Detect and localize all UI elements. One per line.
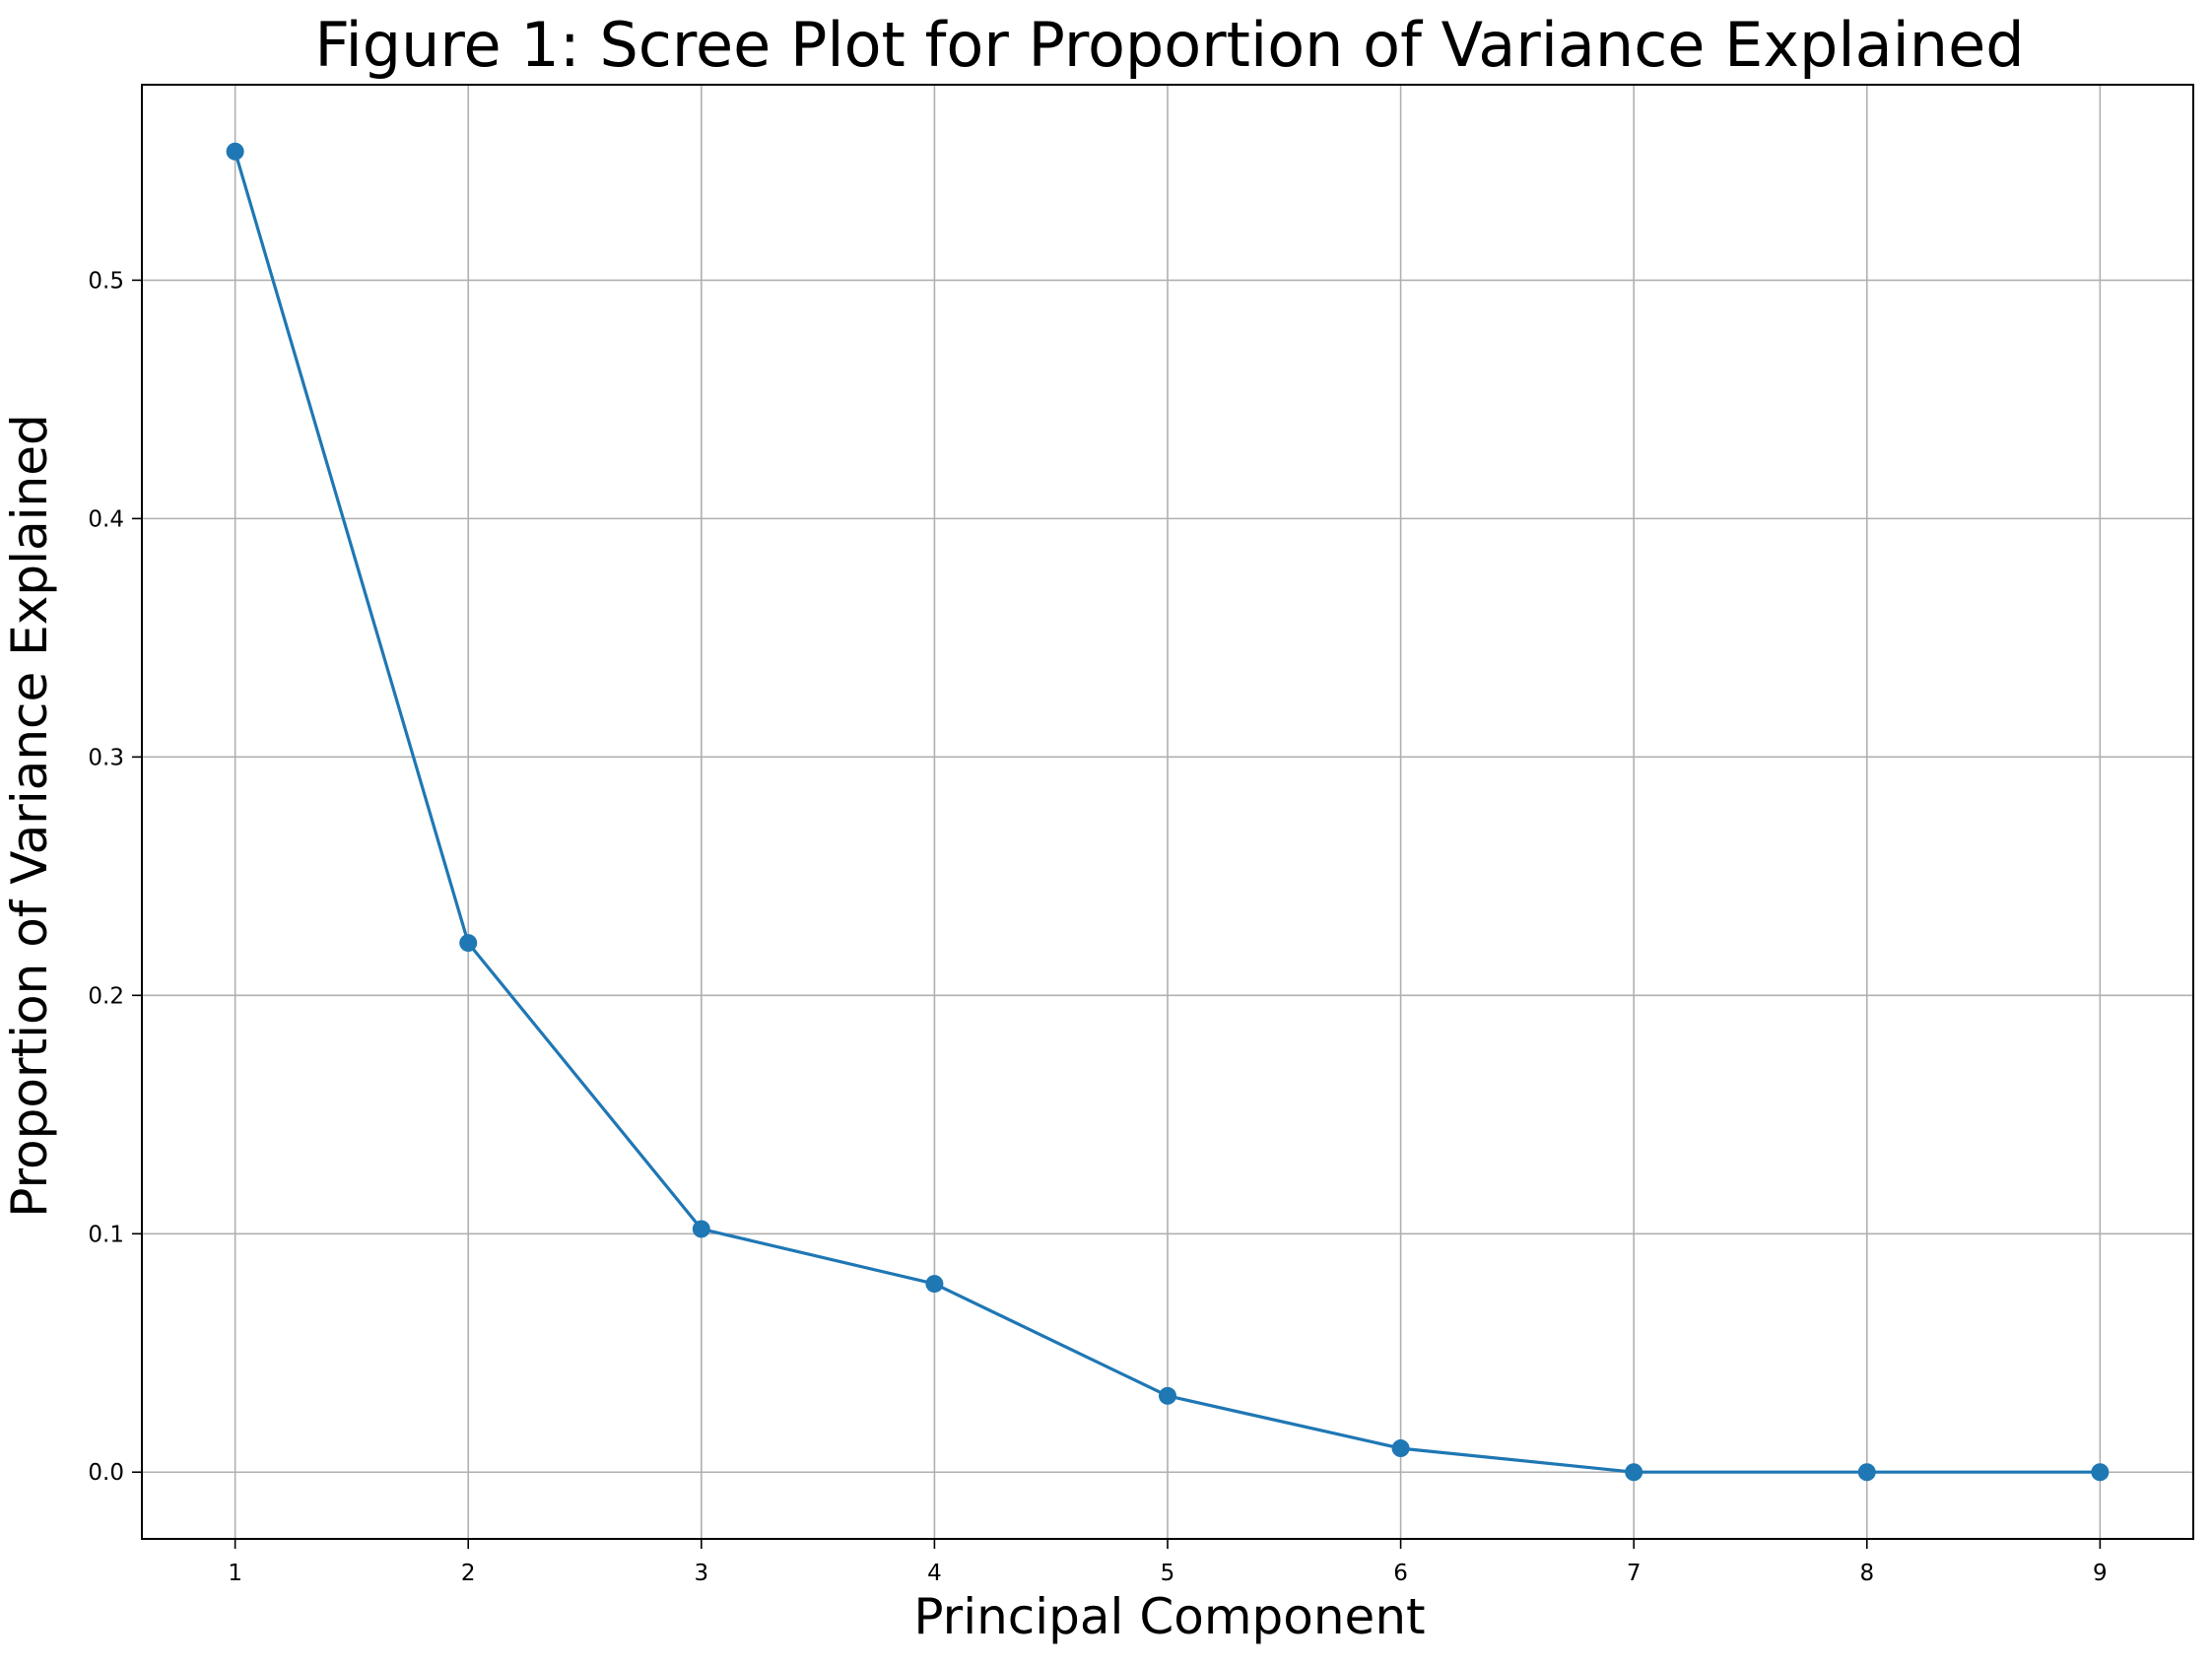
x-tick-label: 9 [2093, 1561, 2108, 1586]
grid-layer [142, 85, 2193, 1539]
data-point [226, 142, 244, 161]
chart-title: Figure 1: Scree Plot for Proportion of V… [314, 9, 2024, 81]
y-tick-label: 0.0 [88, 1460, 124, 1486]
x-tick-label: 3 [694, 1561, 708, 1586]
point-layer [226, 142, 2110, 1482]
x-axis-label: Principal Component [913, 1588, 1425, 1645]
data-point [459, 934, 478, 953]
x-tick-label: 8 [1859, 1561, 1874, 1586]
x-tick-label: 4 [927, 1561, 942, 1586]
data-point [2091, 1463, 2110, 1482]
y-tick-label: 0.4 [88, 506, 124, 532]
y-tick-label: 0.2 [88, 983, 124, 1009]
x-tick-label: 1 [228, 1561, 242, 1586]
data-point [1857, 1463, 1876, 1482]
x-tick-label: 2 [461, 1561, 476, 1586]
y-tick-label: 0.3 [88, 745, 124, 770]
data-point [1391, 1439, 1410, 1458]
x-tick-label: 6 [1393, 1561, 1408, 1586]
x-tick-label: 5 [1161, 1561, 1175, 1586]
data-point [925, 1275, 944, 1294]
tick-layer: 1 2 3 4 5 6 7 8 9 0.0 0.1 0.2 0.3 0.4 0.5 [88, 268, 2107, 1586]
y-tick-label: 0.5 [88, 268, 124, 294]
y-tick-label: 0.1 [88, 1222, 124, 1247]
data-point [1159, 1386, 1176, 1405]
x-tick-label: 7 [1627, 1561, 1642, 1586]
data-point [692, 1220, 710, 1238]
y-axis-label: Proportion of Variance Explained [1, 414, 58, 1217]
data-point [1625, 1463, 1643, 1482]
